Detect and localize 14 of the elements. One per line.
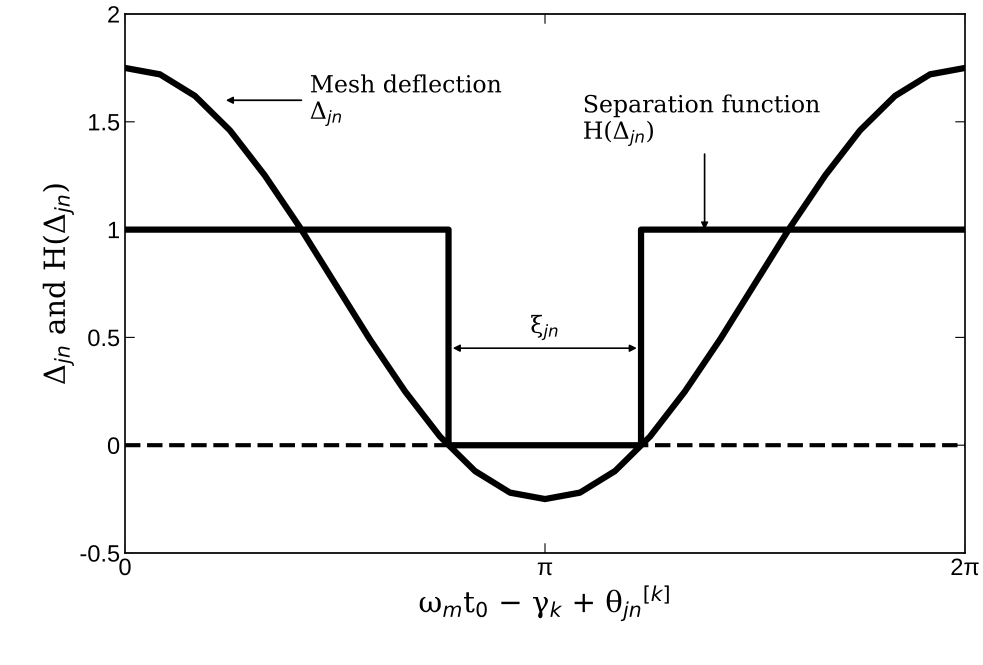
text: ω$_{m}$t$_{0}$ − γ$_{k}$ + θ$_{jn}$$^{[k]}$ xyxy=(420,585,669,622)
annotation: Mesh deflection Δ$_{jn}$ xyxy=(310,74,502,126)
annotation: Separation function H(Δ$_{jn}$) xyxy=(584,94,820,146)
y-axis-title: Δ$_{jn}$ and H(Δ$_{jn}$) xyxy=(42,184,74,384)
y-tick-label: -0.5 xyxy=(80,545,120,562)
annotation: ξ$_{jn}$ xyxy=(531,314,558,340)
x-tick-label: 2π xyxy=(951,558,979,576)
y-tick-label: 1 xyxy=(108,222,119,238)
y-tick-label: 0 xyxy=(108,437,120,454)
x-tick-label: 0 xyxy=(119,558,131,576)
y-tick-label: 0.5 xyxy=(88,329,120,346)
y-tick-label: 2 xyxy=(108,6,119,23)
y-tick-label: 1.5 xyxy=(89,114,120,131)
x-tick-label: π xyxy=(538,562,552,576)
